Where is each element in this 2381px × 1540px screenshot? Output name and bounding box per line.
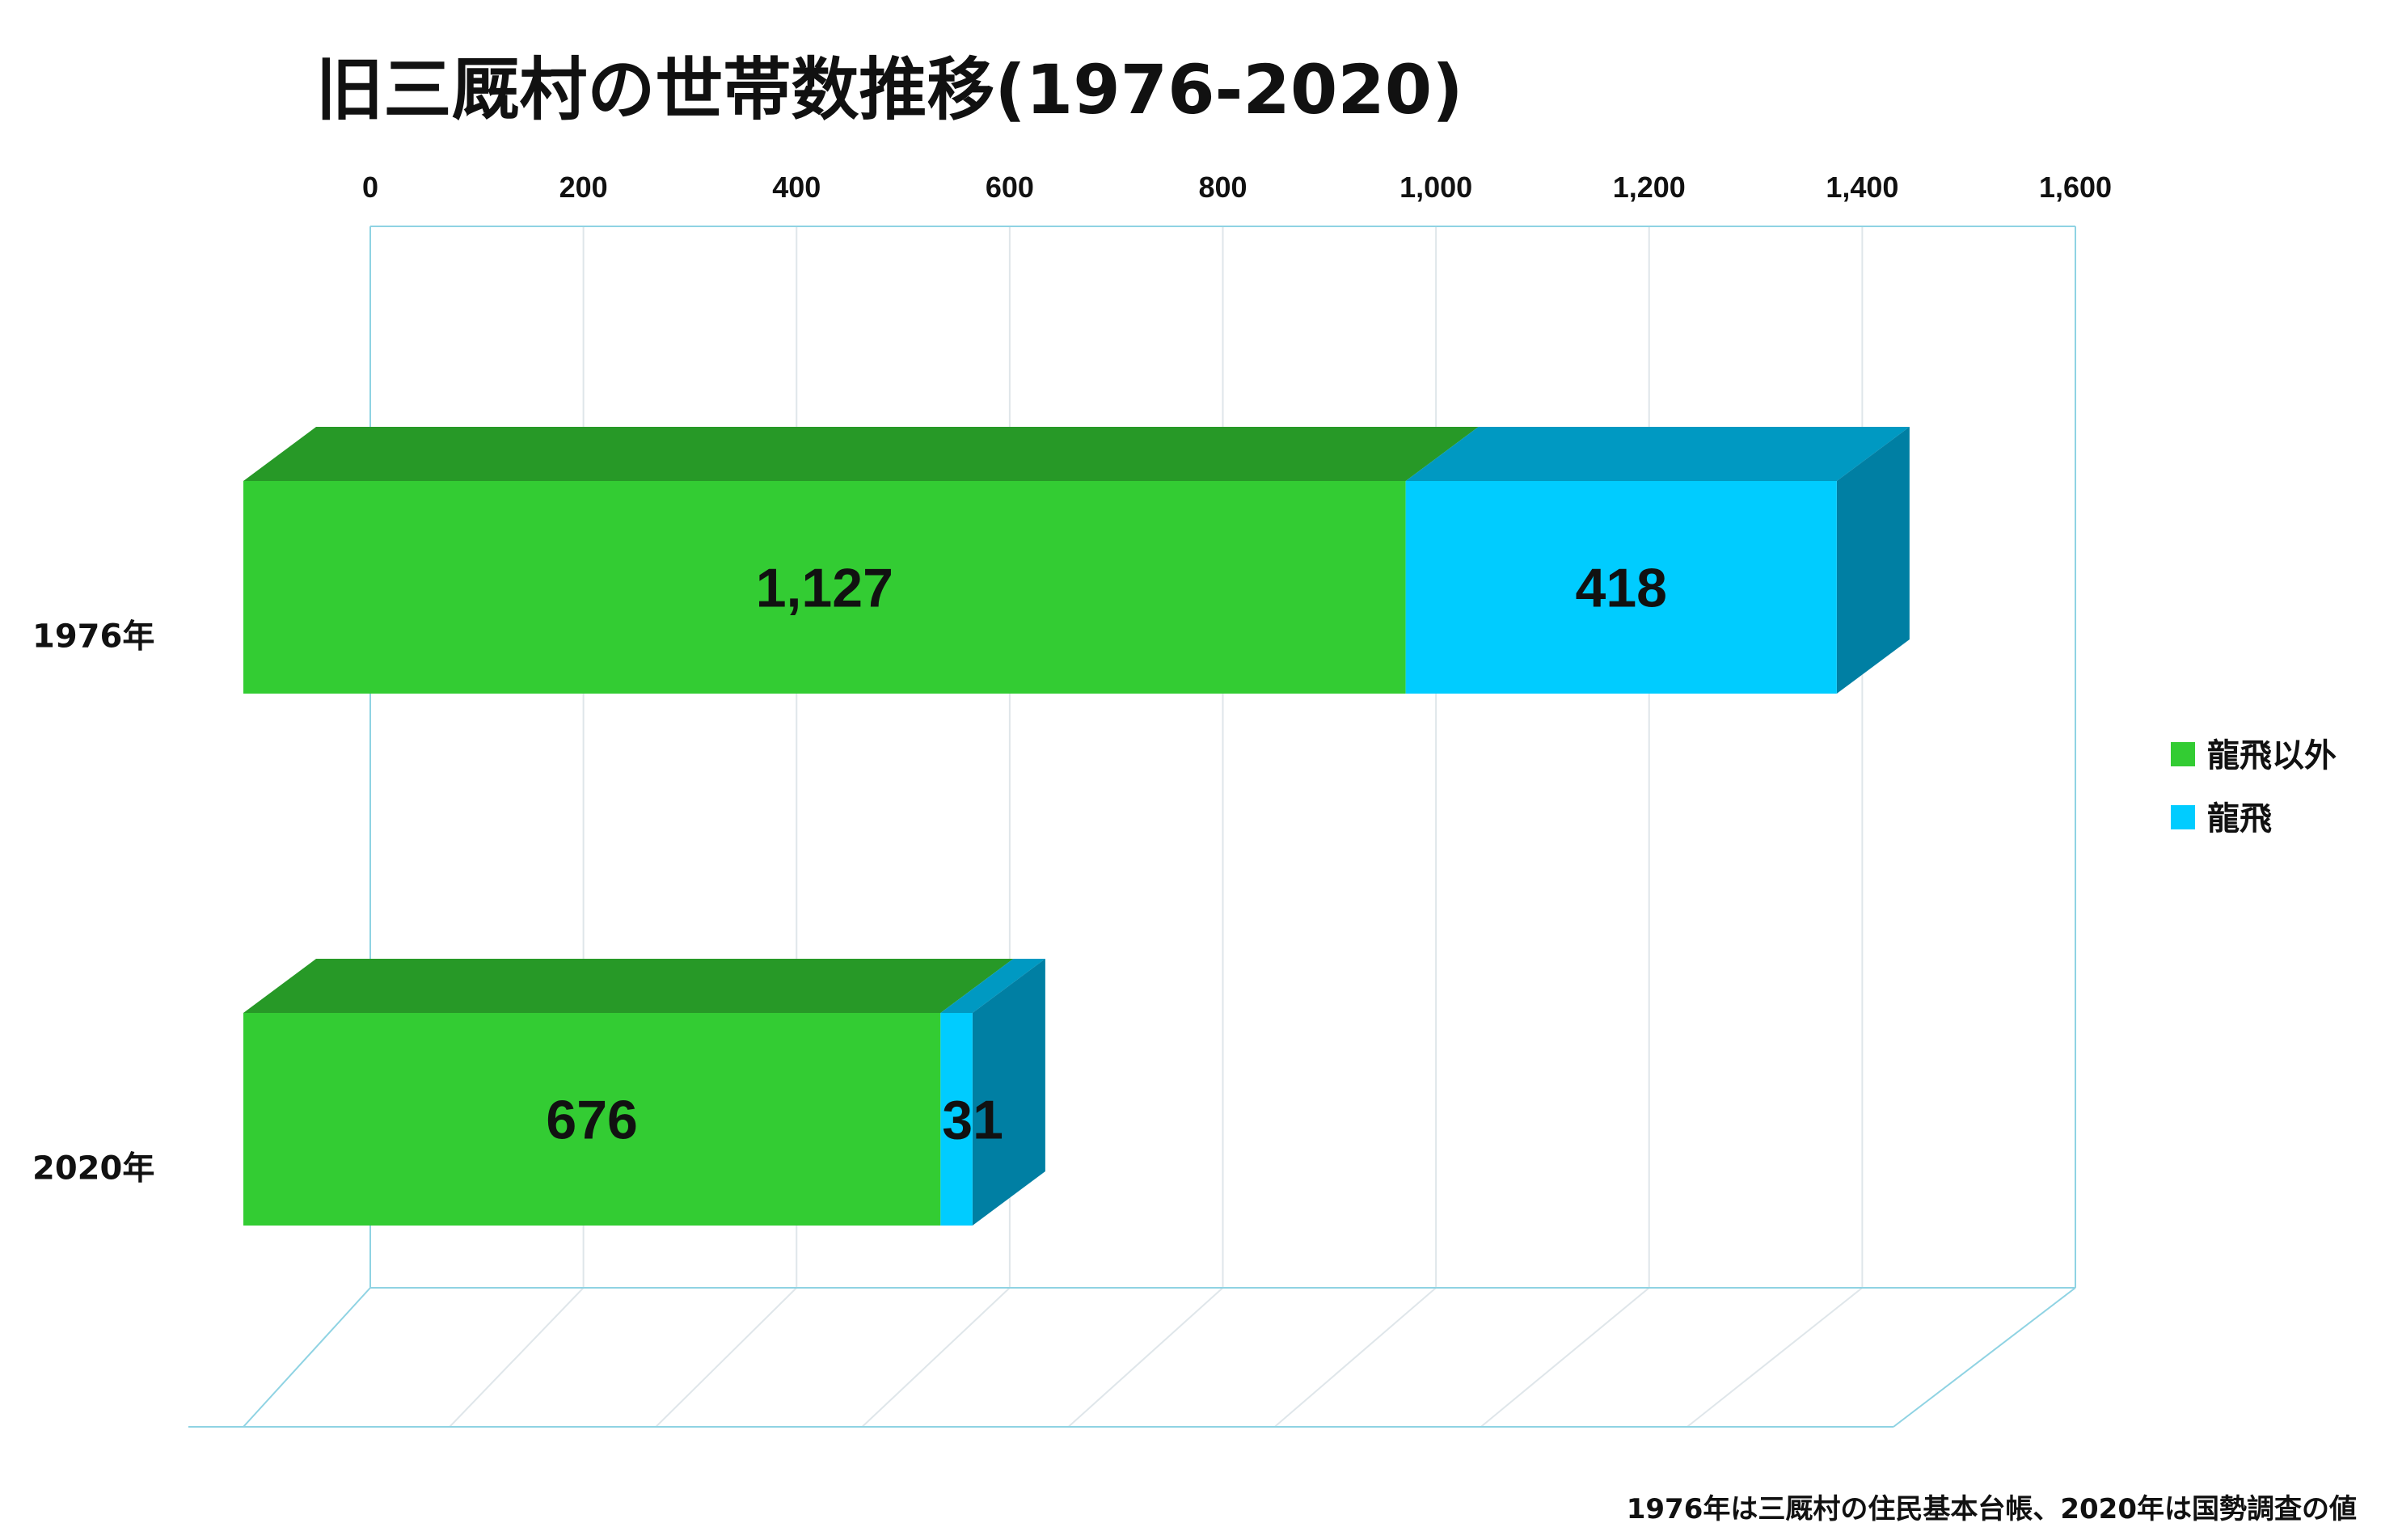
gridline-floor	[861, 1287, 1011, 1428]
legend-swatch	[2171, 805, 2195, 829]
gridline-floor	[1893, 1287, 2076, 1428]
legend-label: 龍飛	[2207, 800, 2272, 838]
x-tick-label: 0	[362, 171, 378, 204]
y-axis-categories: 1976年 2020年	[32, 618, 154, 1188]
x-tick-label: 800	[1198, 171, 1247, 204]
gridline-floor	[655, 1287, 797, 1428]
bar-front-face	[243, 481, 1406, 694]
bar-top-face	[243, 959, 1014, 1013]
bar-side-face	[1836, 427, 1910, 694]
data-label: 31	[942, 1090, 1003, 1151]
category-label: 1976年	[32, 618, 154, 656]
legend-label: 龍飛以外	[2207, 737, 2337, 774]
bar-segment: 1,127	[243, 427, 1479, 694]
grid	[188, 226, 2076, 1428]
bar-front-face	[1405, 481, 1837, 694]
bar-top-face	[1405, 427, 1910, 481]
data-label: 676	[546, 1090, 637, 1151]
x-tick-label: 600	[986, 171, 1034, 204]
bar-top-face	[940, 959, 1045, 1013]
x-tick-label: 1,400	[1826, 171, 1898, 204]
gridline-floor	[1687, 1287, 1863, 1428]
x-axis-ticks: 0 200 400 600 800 1,000 1,200 1,400 1,600	[362, 171, 2112, 204]
bar-segment: 676	[243, 959, 1014, 1226]
category-label: 2020年	[32, 1150, 154, 1188]
gridline-floor	[449, 1287, 585, 1428]
bar-segment: 31	[940, 959, 1045, 1226]
data-label: 1,127	[756, 558, 893, 619]
x-tick-label: 1,000	[1399, 171, 1472, 204]
x-tick-label: 1,600	[2039, 171, 2112, 204]
bar-front-face	[940, 1013, 973, 1226]
bar-side-face	[972, 959, 1045, 1226]
gridline-floor	[1480, 1287, 1650, 1428]
legend-swatch	[2171, 742, 2195, 766]
source-note: 1976年は三厩村の住民基本台帳、2020年は国勢調査の値	[1627, 1493, 2357, 1525]
bars: 1,127 418 676 31	[243, 427, 1910, 1226]
gridline-floor	[1273, 1287, 1437, 1428]
gridline-floor	[243, 1287, 371, 1428]
x-tick-label: 200	[559, 171, 608, 204]
x-tick-label: 400	[772, 171, 821, 204]
x-tick-label: 1,200	[1613, 171, 1686, 204]
bar-segment: 418	[1405, 427, 1910, 694]
data-label: 418	[1576, 558, 1667, 619]
bar-top-face	[243, 427, 1479, 481]
chart-title: 旧三厩村の世帯数推移(1976-2020)	[315, 50, 1463, 129]
bar-front-face	[243, 1013, 941, 1226]
gridline-floor	[1067, 1287, 1224, 1428]
